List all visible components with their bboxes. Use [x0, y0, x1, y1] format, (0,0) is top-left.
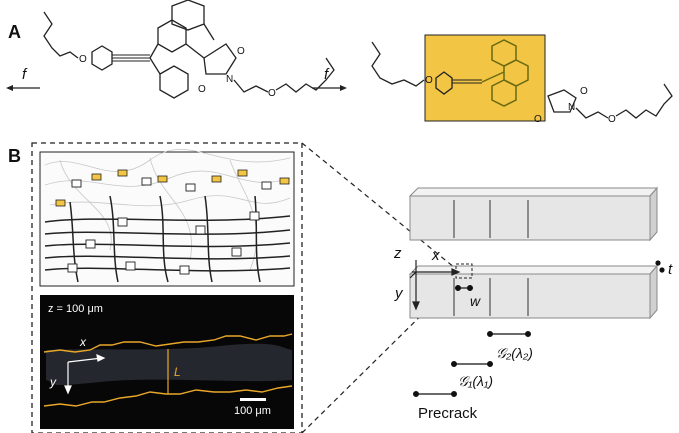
beam-axes — [409, 260, 461, 311]
precrack-bar — [413, 391, 458, 398]
panel-a-label: A — [8, 22, 21, 42]
thickness-label: L — [174, 365, 181, 379]
force-label-right: f — [324, 66, 330, 83]
maleimide-ring — [547, 89, 577, 113]
intact-mechanophores — [67, 177, 272, 275]
polymer-background-loops — [44, 149, 291, 271]
precrack-label: Precrack — [418, 405, 478, 422]
axis-z-label: z — [393, 245, 402, 262]
panel-b-label: B — [8, 146, 21, 166]
force-arrow-right — [312, 85, 347, 91]
width-w-label: w — [470, 293, 481, 309]
polymer-strands — [44, 195, 291, 283]
alkyl-chain-left-2 — [233, 57, 335, 93]
alkyl-chain-right — [371, 41, 425, 87]
phenyl-ring-right — [435, 71, 453, 95]
crack-glow — [46, 343, 292, 386]
carbonyl-o-2: O — [198, 84, 206, 95]
inset-dashed-frame — [31, 142, 303, 433]
ether-oxygen-right: O — [425, 75, 433, 86]
scale-bar — [240, 398, 266, 401]
zoom-callout-lines — [301, 142, 456, 433]
alkyne-left — [112, 54, 150, 62]
energy-1-bar — [451, 361, 494, 368]
maleimide-o-1: O — [580, 86, 588, 97]
thickness-dot-1 — [655, 260, 661, 266]
diels-alder-adduct — [149, 0, 237, 99]
thickness-dot-2 — [659, 267, 665, 273]
imide-nitrogen-right: N — [568, 102, 575, 113]
beam-after — [408, 263, 659, 320]
micrograph-axis-y: y — [49, 375, 57, 389]
scale-bar-label: 100 μm — [234, 405, 271, 417]
thickness-t-label: t — [668, 261, 673, 278]
imide-nitrogen-left: N — [226, 74, 233, 85]
alkyl-chain-left — [43, 11, 79, 59]
carbonyl-o-1: O — [237, 46, 245, 57]
ether-oxygen-left: O — [79, 54, 87, 65]
depth-label: z = 100 μm — [48, 303, 103, 315]
energy-2-label: 𝒢₂(λ₂) — [496, 345, 533, 361]
alkyne-right — [452, 79, 482, 84]
crack-boundary-bottom — [43, 385, 293, 407]
maleimide-o-2: O — [534, 114, 542, 125]
beam-before — [408, 186, 659, 242]
width-bar — [455, 285, 474, 292]
micrograph-axes-arrows — [64, 354, 106, 395]
micrograph-axis-x: x — [79, 335, 87, 349]
force-arrow-left — [6, 85, 40, 91]
alkyl-chain-right-2 — [575, 83, 673, 119]
energy-1-label: 𝒢₁(λ₁) — [458, 373, 493, 389]
anthracene-highlight-box — [424, 34, 546, 122]
yellow-mechanophores — [55, 169, 290, 207]
ether-oxygen-right-2: O — [608, 114, 616, 125]
crack-boundary-top — [43, 333, 293, 353]
force-label-left: f — [22, 66, 28, 83]
energy-2-bar — [487, 331, 531, 338]
anthracene-rings — [481, 39, 529, 107]
axis-y-label: y — [394, 285, 404, 302]
axis-x-label: x — [431, 247, 440, 264]
ether-oxygen-left-2: O — [268, 88, 276, 99]
phenyl-ring-left — [91, 45, 113, 71]
